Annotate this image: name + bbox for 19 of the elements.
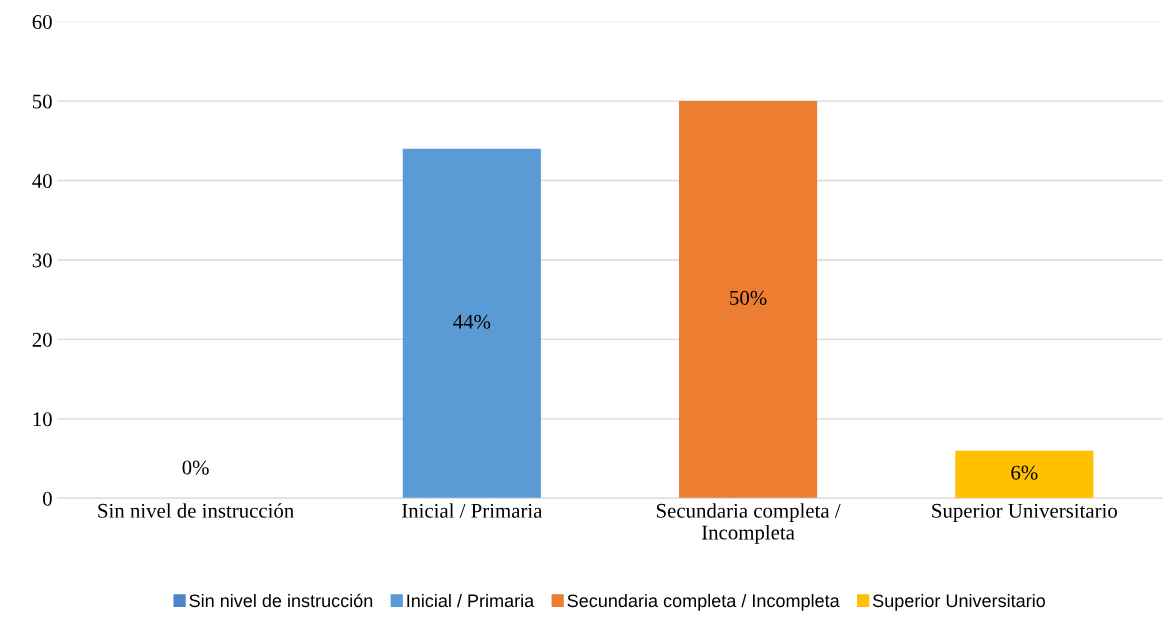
x-tick-label: Superior Universitario (932, 503, 1117, 523)
y-tick-label: 50 (32, 94, 52, 109)
y-tick-label: 20 (32, 332, 52, 347)
data-label: 44% (453, 314, 491, 329)
legend-label: Superior Universitario (872, 593, 1045, 611)
y-tick-label: 40 (32, 173, 52, 188)
x-tick-label: Sin nivel de instrucción (98, 503, 294, 518)
legend-label: Secundaria completa / Incompleta (567, 593, 840, 611)
data-label: 6% (1011, 465, 1038, 480)
legend-label: Inicial / Primaria (407, 593, 535, 608)
data-label: 0% (182, 460, 209, 475)
y-tick-label: 30 (32, 253, 52, 268)
data-label: 50% (730, 290, 767, 305)
x-tick-label: Inicial / Primaria (402, 503, 543, 518)
x-tick-label: Secundaria completa / Incompleta (656, 503, 841, 544)
legend-label: Sin nivel de instrucción (189, 593, 373, 608)
y-tick-label: 10 (33, 412, 52, 427)
y-tick-label: 60 (32, 15, 52, 30)
y-tick-label: 0 (42, 491, 52, 506)
